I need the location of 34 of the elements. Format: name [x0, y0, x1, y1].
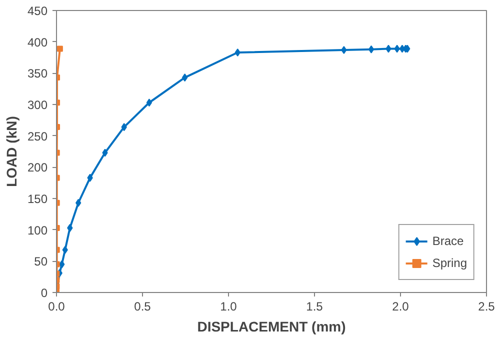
x-tick-label: 2.5 [478, 300, 496, 314]
legend-label: Spring [432, 256, 467, 270]
y-tick-label: 100 [27, 223, 48, 238]
point [59, 260, 65, 268]
x-tick-label: 0.0 [48, 300, 66, 314]
y-tick-label: 150 [27, 192, 48, 206]
point [102, 148, 108, 157]
y-tick-label: 200 [27, 160, 48, 175]
x-tick-label: 1.5 [306, 300, 324, 314]
point [87, 174, 93, 182]
point [234, 48, 240, 56]
x-tick-label: 1.0 [220, 300, 238, 314]
y-tick-label: 350 [27, 66, 48, 81]
y-tick-label: 400 [27, 35, 48, 50]
point [341, 46, 347, 54]
point [67, 224, 73, 232]
y-tick-label: 250 [27, 129, 48, 144]
point [368, 45, 374, 54]
point [182, 74, 188, 82]
legend-label: Brace [432, 234, 464, 248]
y-tick-label: 50 [34, 254, 48, 269]
y-tick-label: 450 [27, 4, 48, 18]
x-axis-title: DISPLACEMENT (mm) [197, 318, 346, 334]
point [62, 246, 68, 254]
y-axis-title: LOAD (kN) [3, 116, 20, 187]
y-tick-label: 0 [40, 286, 48, 300]
point [386, 44, 392, 53]
y-tick-label: 300 [27, 98, 48, 112]
point [146, 98, 152, 107]
point [76, 198, 82, 207]
point [394, 44, 400, 53]
x-tick-label: 0.5 [134, 300, 152, 314]
point [121, 123, 127, 132]
x-tick-label: 2.0 [392, 300, 410, 314]
